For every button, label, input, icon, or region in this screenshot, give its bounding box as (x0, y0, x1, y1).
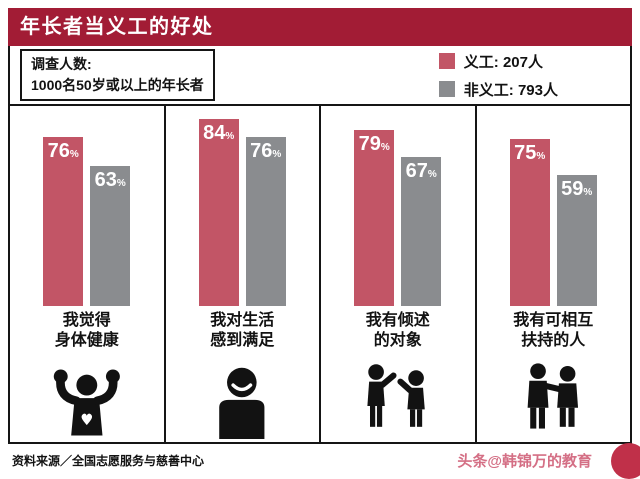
bar-value-label: 84% (203, 122, 235, 145)
category-label: 我觉得 身体健康 (54, 312, 119, 350)
smiling-person-icon (219, 367, 265, 439)
category-label: 我对生活 感到满足 (210, 312, 275, 350)
watermark-text: 头条@韩锦万的教育 (457, 453, 592, 470)
footer: 资料来源／全国志愿服务与慈善中心 头条@韩锦万的教育 (8, 450, 632, 471)
non-volunteer-bar: 63% (90, 166, 131, 306)
chart-panel-confide: 79% 67% 我有倾述 的对象 (319, 106, 475, 442)
bar-value-label: 67% (405, 160, 437, 183)
bar-value-label: 79% (358, 133, 390, 156)
talking-people-icon (367, 364, 425, 427)
chart-frame: 调查人数: 1000名50岁或以上的年长者 义工: 207人 非义工: 793人 (8, 46, 632, 444)
legend-label-non-volunteer: 非义工: 793人 (463, 81, 558, 99)
non-volunteer-swatch-icon (438, 81, 455, 97)
legend-item-non-volunteer: 非义工: 793人 (438, 79, 558, 100)
volunteer-bar: 76% (43, 137, 84, 306)
bar-group: 79% 67% (321, 106, 475, 306)
non-volunteer-bar: 59% (556, 174, 597, 306)
chart-panels: 76% 63% 我觉得 身体健康 (10, 106, 630, 442)
bar-value-label: 76% (47, 140, 79, 163)
legend-label-volunteer: 义工: 207人 (463, 53, 543, 71)
chart-panel-satisfaction: 84% 76% 我对生活 感到满足 (163, 106, 320, 442)
icon-box (10, 356, 164, 442)
volunteer-bar: 84% (198, 119, 239, 306)
non-volunteer-bar: 76% (245, 137, 286, 306)
newspaper-logo-badge-icon (611, 443, 640, 479)
category-label: 我有可相互 扶持的人 (513, 312, 594, 350)
source-credit: 资料来源／全国志愿服务与慈善中心 (12, 454, 205, 468)
bar-value-label: 75% (514, 142, 546, 165)
supporting-people-icon (528, 363, 579, 429)
bar-group: 84% 76% (166, 106, 320, 306)
category-label: 我有倾述 的对象 (365, 312, 430, 350)
survey-line1: 调查人数: (31, 56, 92, 72)
icon-box (321, 356, 475, 442)
survey-line2: 1000名50岁或以上的年长者 (31, 77, 204, 93)
chart-panel-support: 75% 59% 我有可相互 扶持的人 (474, 106, 631, 442)
icon-box (166, 356, 320, 442)
legend-item-volunteer: 义工: 207人 (438, 51, 558, 72)
title-text: 年长者当义工的好处 (20, 16, 214, 38)
bar-value-label: 59% (561, 177, 593, 200)
flex-arms-person-icon (53, 369, 120, 436)
bar-group: 75% 59% (477, 106, 631, 306)
volunteer-bar: 75% (509, 139, 550, 306)
bar-value-label: 76% (250, 140, 282, 163)
bar-value-label: 63% (94, 169, 126, 191)
icon-box (477, 356, 631, 442)
info-row: 调查人数: 1000名50岁或以上的年长者 义工: 207人 非义工: 793人 (10, 46, 630, 106)
page-title: 年长者当义工的好处 (8, 8, 632, 46)
non-volunteer-bar: 67% (401, 157, 442, 306)
legend: 义工: 207人 非义工: 793人 (438, 51, 558, 100)
chart-panel-health: 76% 63% 我觉得 身体健康 (10, 106, 164, 442)
bar-group: 76% 63% (10, 106, 164, 306)
volunteer-bar: 79% (354, 130, 395, 306)
volunteer-swatch-icon (438, 53, 455, 69)
survey-info-box: 调查人数: 1000名50岁或以上的年长者 (20, 49, 215, 101)
